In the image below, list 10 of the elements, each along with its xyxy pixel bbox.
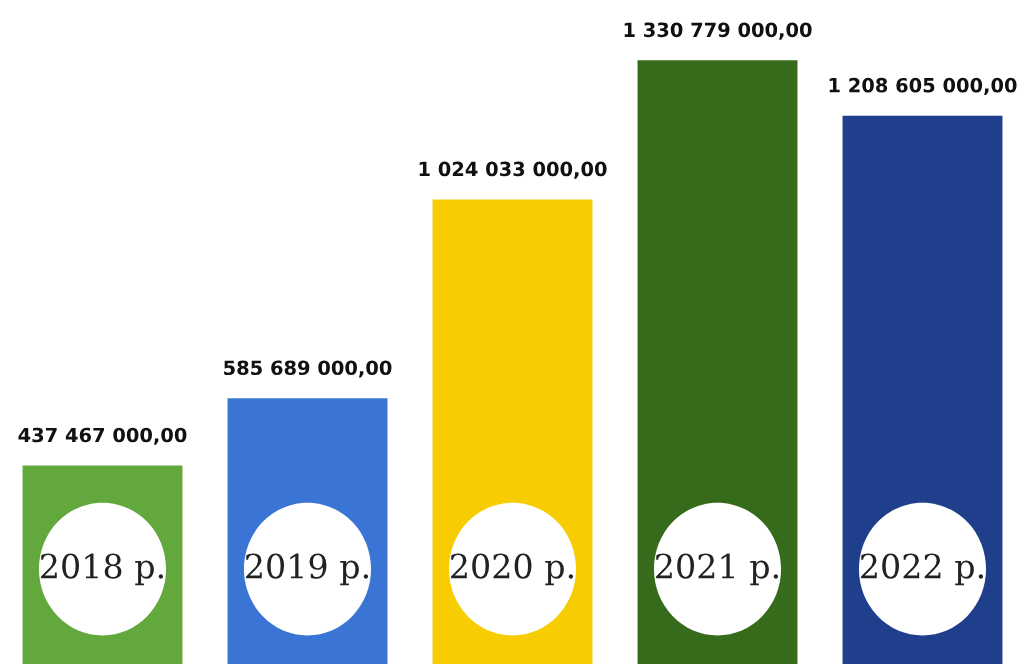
data-label: 1 024 033 000,00 bbox=[419, 161, 607, 179]
data-label: 585 689 000,00 bbox=[224, 360, 392, 378]
x-tick-label: 2020 р. bbox=[451, 553, 574, 586]
x-tick-label: 2018 р. bbox=[41, 553, 164, 586]
data-label: 1 208 605 000,00 bbox=[829, 77, 1017, 96]
x-tick-label: 2021 р. bbox=[656, 553, 779, 586]
x-tick-label: 2022 р. bbox=[861, 553, 984, 586]
x-tick-label: 2019 р. bbox=[246, 553, 369, 586]
data-label: 1 330 779 000,00 bbox=[624, 22, 812, 40]
data-label: 437 467 000,00 bbox=[18, 427, 187, 445]
